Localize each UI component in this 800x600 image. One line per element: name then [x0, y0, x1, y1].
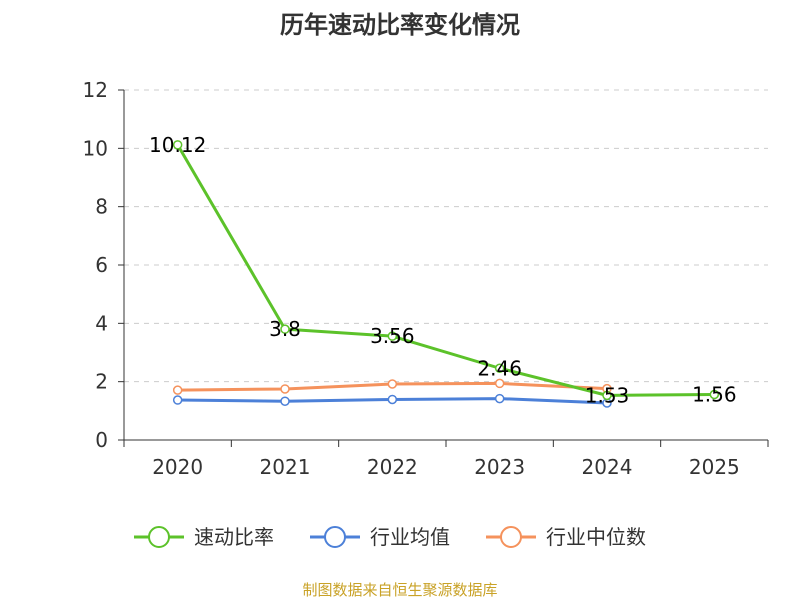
data-label-0: 10.12: [149, 133, 206, 157]
y-tick-label-6: 6: [95, 253, 108, 277]
data-label-3: 2.46: [477, 356, 522, 380]
chart-title: 历年速动比率变化情况: [280, 11, 520, 39]
data-point-0-4: [602, 390, 612, 401]
data-labels: 10.12 3.8 3.56 2.46 1.53 1.56: [149, 133, 737, 408]
x-tick-label-2024: 2024: [582, 455, 633, 479]
legend-item-0[interactable]: 速动比率: [134, 525, 274, 549]
data-label-1: 3.8: [269, 317, 301, 341]
source-note: 制图数据来自恒生聚源数据库: [302, 581, 497, 599]
data-point-2-3: [494, 378, 505, 389]
data-point-0-0: [172, 140, 183, 150]
legend-marker-2: [500, 526, 522, 548]
legend[interactable]: 速动比率 行业均值 行业中位数: [134, 525, 646, 549]
y-tick-label-12: 12: [83, 78, 108, 102]
data-point-2-2: [387, 379, 398, 389]
legend-label-2: 行业中位数: [546, 525, 646, 549]
data-label-5: 1.56: [692, 383, 737, 407]
x-tick-label-2025: 2025: [689, 455, 740, 479]
legend-marker-1: [324, 526, 346, 548]
y-tick-label-0: 0: [95, 428, 108, 452]
data-label-2: 3.56: [370, 324, 415, 348]
legend-item-2[interactable]: 行业中位数: [486, 525, 646, 549]
y-tick-label-10: 10: [83, 136, 108, 160]
series-2: [172, 378, 612, 395]
x-tick-label-2021: 2021: [260, 455, 311, 479]
legend-label-0: 速动比率: [194, 525, 274, 549]
data-point-1-2: [387, 394, 398, 405]
data-point-0-5: [709, 389, 720, 400]
series-group: [172, 140, 720, 408]
series-1: [172, 393, 612, 408]
x-tick-label-2020: 2020: [152, 455, 203, 479]
series-0: [172, 140, 720, 401]
data-point-1-0: [172, 395, 183, 405]
legend-marker-0: [148, 526, 170, 548]
data-point-0-2: [387, 331, 398, 341]
x-tick-label-2022: 2022: [367, 455, 418, 479]
x-axis-ticks: 2020 2021 2022 2023 2024 2025: [123, 440, 769, 479]
y-tick-label-2: 2: [95, 370, 108, 394]
y-tick-label-8: 8: [95, 195, 108, 219]
grid-lines: [124, 89, 768, 383]
data-point-2-1: [280, 384, 290, 394]
series-line-0: [176, 144, 715, 397]
legend-label-1: 行业均值: [370, 525, 450, 549]
data-point-0-3: [494, 363, 505, 373]
y-tick-label-4: 4: [95, 311, 108, 335]
data-label-4: 1.53: [585, 383, 630, 407]
data-point-1-3: [494, 393, 505, 404]
legend-item-1[interactable]: 行业均值: [310, 525, 450, 549]
data-point-0-1: [280, 324, 290, 334]
data-point-2-0: [172, 385, 183, 395]
data-point-1-1: [280, 396, 290, 406]
y-axis-ticks: 0 2 4 6 8 10 12: [83, 78, 124, 452]
x-tick-label-2023: 2023: [474, 455, 525, 479]
